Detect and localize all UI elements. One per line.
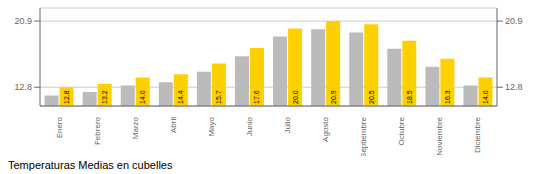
svg-text:15.7: 15.7 [215, 90, 222, 104]
svg-text:12.8: 12.8 [63, 90, 70, 104]
svg-text:Septiembre: Septiembre [359, 116, 368, 156]
svg-text:Octubre: Octubre [397, 116, 406, 145]
svg-text:20.9: 20.9 [505, 16, 523, 26]
svg-text:20.9: 20.9 [330, 90, 337, 104]
svg-text:Diciembre: Diciembre [473, 116, 482, 153]
svg-text:12.8: 12.8 [14, 82, 32, 92]
svg-text:14.0: 14.0 [139, 90, 146, 104]
svg-text:Noviembre: Noviembre [435, 116, 444, 155]
svg-text:Febrero: Febrero [93, 116, 102, 145]
html-text:Temperaturas Medias en cubelle: Temperaturas Medias en cubelles [8, 159, 173, 171]
svg-text:17.6: 17.6 [253, 90, 260, 104]
svg-text:14.4: 14.4 [177, 90, 184, 104]
svg-text:20.9: 20.9 [14, 16, 32, 26]
svg-text:20.5: 20.5 [368, 90, 375, 104]
svg-text:Abril: Abril [169, 117, 178, 133]
svg-text:Marzo: Marzo [131, 116, 140, 139]
svg-text:20.0: 20.0 [292, 90, 299, 104]
svg-text:14.0: 14.0 [482, 90, 489, 104]
svg-text:Agosto: Agosto [321, 116, 330, 141]
svg-text:Mayo: Mayo [207, 116, 216, 136]
svg-text:Enero: Enero [55, 116, 64, 138]
svg-text:16.3: 16.3 [444, 90, 451, 104]
svg-text:12.8: 12.8 [505, 82, 523, 92]
svg-text:18.5: 18.5 [406, 90, 413, 104]
svg-text:13.2: 13.2 [101, 90, 108, 104]
svg-text:Julio: Julio [283, 116, 292, 133]
svg-text:Junio: Junio [245, 116, 254, 136]
